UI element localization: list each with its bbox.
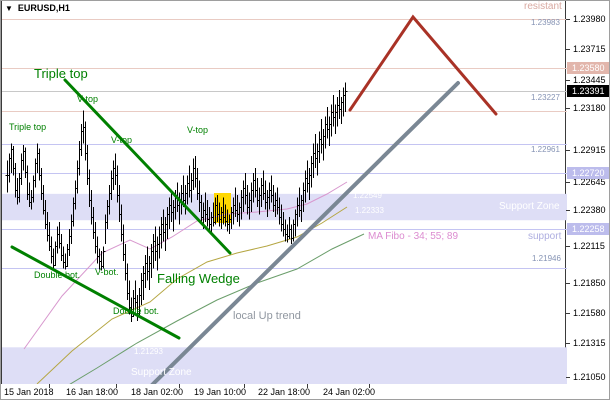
symbol-label: EURUSD,H1 (17, 3, 70, 13)
price-tick (566, 19, 570, 20)
falling-wedge-lower[interactable] (10, 245, 181, 340)
price-tick (566, 182, 570, 183)
price-axis-label: 1.23180 (573, 103, 606, 113)
price-axis-label: 1.23715 (573, 44, 606, 54)
price-tick (566, 343, 570, 344)
price-axis[interactable]: 1.23980 1.23715 1.23445 1.23180 1.22915 1.226… (566, 1, 609, 384)
time-tick (116, 384, 117, 388)
ma-34-line (69, 233, 365, 384)
price-axis-label: 1.22115 (573, 241, 605, 251)
symbol-dropdown[interactable]: ▼ EURUSD,H1 (5, 3, 70, 13)
time-tick (307, 384, 308, 388)
current-price-badge: 1.23391 (567, 84, 609, 97)
price-tick (566, 377, 570, 378)
price-tick (566, 246, 570, 247)
price-axis-label: 1.22645 (573, 177, 606, 187)
falling-wedge-upper[interactable] (63, 78, 232, 255)
time-axis[interactable]: 15 Jan 2018 16 Jan 18:00 18 Jan 02:00 19 Ja… (1, 384, 609, 399)
price-tick (566, 313, 570, 314)
price-tick (566, 283, 570, 284)
time-tick (179, 384, 180, 388)
time-axis-label: 24 Jan 02:00 (323, 387, 376, 397)
yellow-highlight-box[interactable] (214, 193, 231, 223)
price-tick (566, 150, 570, 151)
price-axis-label: 1.22380 (573, 205, 606, 215)
price-tick (566, 108, 570, 109)
price-axis-label: 1.21315 (573, 338, 606, 348)
price-axis-label: 1.21850 (573, 278, 606, 288)
time-tick (49, 384, 50, 388)
projected-path[interactable] (348, 14, 498, 116)
time-axis-label: 18 Jan 02:00 (131, 387, 184, 397)
ohlc-bars (5, 82, 348, 322)
candlestick-chart-canvas[interactable] (2, 1, 567, 384)
time-axis-label: 16 Jan 18:00 (66, 387, 119, 397)
level-price-badge: 1.23580 (567, 61, 609, 74)
support-zone-lower (2, 347, 567, 384)
price-axis-label: 1.23445 (573, 75, 606, 85)
level-price-badge: 1.22720 (567, 166, 609, 179)
support-zone-upper (2, 193, 567, 221)
price-axis-label: 1.21580 (573, 308, 606, 318)
price-axis-label: 1.22915 (573, 145, 606, 155)
price-tick (566, 80, 570, 81)
price-axis-label: 1.21050 (573, 372, 606, 382)
time-axis-label: 19 Jan 10:00 (194, 387, 247, 397)
time-tick (244, 384, 245, 388)
price-axis-label: 1.23980 (573, 14, 606, 24)
level-price-badge: 1.22258 (567, 223, 609, 236)
price-tick (566, 49, 570, 50)
time-tick (369, 384, 370, 388)
dropdown-triangle-icon[interactable]: ▼ (5, 3, 13, 13)
price-tick (566, 210, 570, 211)
time-axis-label: 22 Jan 18:00 (258, 387, 311, 397)
chart-plot-area[interactable] (1, 1, 567, 384)
time-axis-label: 15 Jan 2018 (4, 387, 54, 397)
chart-layers (2, 14, 567, 384)
local-up-trend-line[interactable] (150, 81, 460, 384)
